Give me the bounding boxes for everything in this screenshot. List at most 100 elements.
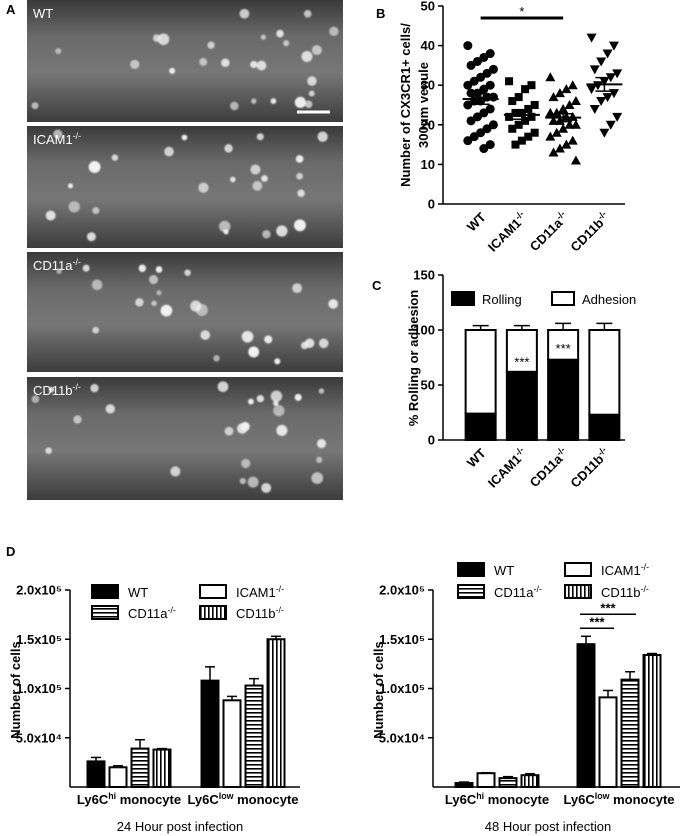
y-tick-label: 1.5x10⁵	[379, 632, 425, 647]
data-point	[517, 136, 526, 145]
data-point	[570, 96, 581, 106]
cell-dot	[31, 395, 40, 403]
legend-label: WT	[494, 563, 514, 578]
data-point	[599, 128, 610, 138]
x-tick-label: WT	[464, 209, 489, 234]
cell-dot	[148, 274, 159, 285]
significance-label: ***	[556, 341, 571, 356]
cell-dot	[169, 67, 176, 74]
x-tick-label-part: WT	[464, 209, 489, 234]
legend-label-part: CD11a	[494, 585, 534, 600]
cell-dot	[92, 207, 100, 215]
legend-label: CD11a-/-	[128, 605, 176, 621]
micrograph	[27, 0, 343, 122]
bar	[598, 696, 618, 788]
cell-dot	[152, 34, 161, 42]
cell-dot	[73, 415, 82, 424]
bar	[152, 748, 172, 789]
legend-label-part: ICAM1	[236, 585, 276, 600]
cell-cluster	[31, 381, 327, 493]
cell-dot	[300, 341, 309, 350]
legend-label-part: Adhesion	[582, 292, 636, 307]
data-point	[524, 132, 533, 141]
data-point	[511, 108, 520, 117]
cell-dot	[328, 299, 339, 309]
cell-dot	[230, 101, 239, 111]
x-tick-label-part: hi	[476, 791, 484, 801]
error-bar	[157, 747, 167, 750]
y-tick-label: 40	[421, 38, 435, 53]
panel-label: B	[376, 6, 385, 21]
bar	[642, 654, 662, 789]
cell-dot	[273, 400, 279, 407]
cell-dot	[316, 456, 323, 463]
cell-cluster	[56, 264, 339, 365]
data-point	[558, 103, 569, 113]
cell-cluster	[45, 129, 328, 242]
x-tick-label-part: monocyte	[610, 792, 675, 807]
cell-dot	[251, 98, 257, 104]
x-tick-label: Ly6Clow monocyte	[187, 791, 298, 807]
cell-dot	[130, 59, 140, 70]
cell-dot	[250, 164, 261, 175]
x-tick-label: CD11b-/-	[567, 209, 613, 255]
legend-label: ICAM1-/-	[236, 584, 284, 600]
cell-dot	[230, 176, 236, 183]
x-tick-label-part: monocyte	[116, 792, 181, 807]
data-point	[548, 92, 559, 102]
cell-dot	[301, 51, 313, 63]
cell-dot	[304, 100, 313, 109]
data-point	[530, 128, 539, 137]
error-bar	[513, 324, 530, 330]
y-tick-label: 1.0x10⁵	[379, 681, 425, 696]
cell-dot	[155, 266, 163, 273]
panel-label: A	[6, 2, 16, 17]
cell-dot	[276, 225, 288, 237]
cell-dot	[270, 390, 283, 402]
cell-dot	[68, 201, 80, 213]
bar	[108, 766, 128, 788]
legend-label-part: CD11a	[128, 606, 168, 621]
cell-dot	[240, 421, 250, 432]
cell-dot	[111, 154, 119, 161]
cell-dot	[224, 144, 233, 153]
error-bar	[249, 677, 259, 686]
cell-dot	[311, 45, 322, 56]
cell-dot	[270, 98, 277, 104]
error-bar	[554, 117, 573, 123]
cell-dot	[224, 426, 234, 436]
error-bar	[503, 775, 513, 779]
error-bar	[554, 112, 573, 118]
legend-label-part: WT	[128, 585, 148, 600]
cell-dot	[156, 290, 162, 296]
cell-dot	[250, 60, 258, 69]
cell-dot	[294, 96, 306, 108]
bar	[200, 679, 220, 788]
data-point	[514, 93, 523, 102]
data-point	[548, 115, 559, 125]
x-tick-label-part: WT	[464, 445, 489, 470]
y-tick-label: 50	[421, 378, 435, 393]
legend-label-part: -/-	[168, 605, 176, 615]
data-point	[472, 88, 482, 98]
bar	[222, 699, 242, 789]
cell-dot	[151, 300, 157, 307]
micrograph-label-part: ICAM1	[33, 132, 73, 147]
bar	[130, 747, 150, 789]
cell-dot	[241, 330, 254, 343]
data-point	[551, 127, 562, 137]
data-point	[596, 57, 607, 67]
y-tick-label: 20	[421, 117, 435, 132]
bar-segment	[505, 370, 538, 441]
cell-dot	[283, 40, 290, 47]
data-point	[548, 147, 559, 157]
x-tick-label: Ly6Clow monocyte	[563, 791, 674, 807]
legend-label-part: -/-	[276, 584, 284, 594]
data-point	[561, 139, 572, 149]
cell-dot	[184, 269, 191, 276]
cell-dot	[293, 219, 306, 232]
legend-label: Rolling	[482, 292, 522, 307]
data-point	[521, 85, 530, 94]
error-bar	[595, 84, 614, 92]
